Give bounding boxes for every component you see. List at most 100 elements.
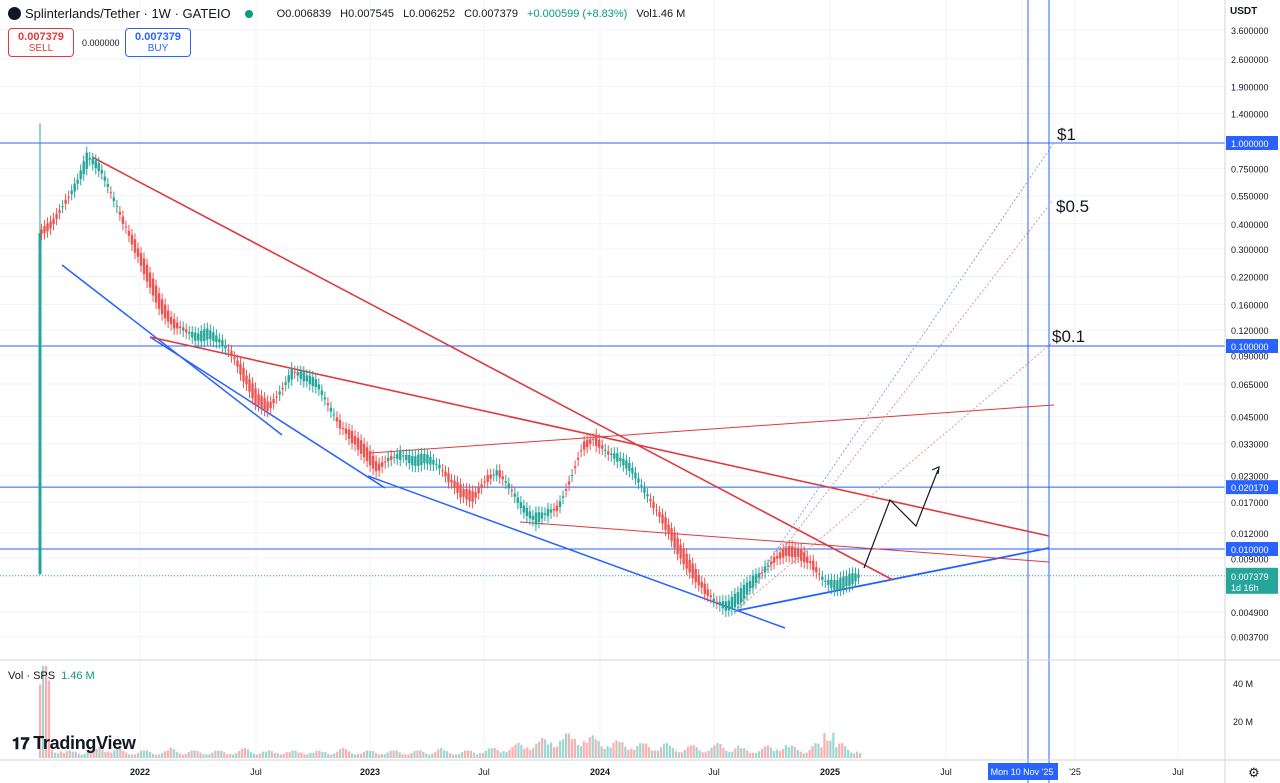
candle-body <box>308 375 312 385</box>
annotations: $1 $0.5 $0.1 <box>1052 125 1089 346</box>
candle-body <box>477 487 480 494</box>
volume-bar <box>654 750 657 758</box>
volume-bar <box>303 754 306 758</box>
volume-bar <box>790 745 793 758</box>
candle-body <box>676 538 679 555</box>
candle-body <box>414 456 417 466</box>
candle-body <box>359 440 363 454</box>
volume-bar <box>734 748 737 758</box>
candle-body <box>809 561 812 564</box>
currency-selector[interactable]: USDT <box>1230 6 1258 17</box>
tradingview-logo[interactable]: 𝟏𝟕 TradingView <box>12 733 136 754</box>
candle-body <box>483 481 486 483</box>
volume-bar <box>636 746 639 758</box>
volume-bar <box>276 753 279 758</box>
volume-bar <box>847 750 850 758</box>
volume-bar <box>550 742 553 758</box>
volume-bar <box>446 751 449 758</box>
volume-bar <box>460 752 464 758</box>
candle-body <box>338 419 342 429</box>
candle-body <box>260 395 263 409</box>
gear-icon[interactable]: ⚙ <box>1248 765 1260 780</box>
volume-bar <box>799 751 802 758</box>
volume-bar <box>517 742 520 758</box>
volume-bar <box>131 754 134 758</box>
candle-body <box>88 157 91 160</box>
candle-body <box>516 497 520 503</box>
candle-body <box>402 455 405 457</box>
volume-bar <box>701 752 704 758</box>
candle-body <box>471 491 474 502</box>
volume-bar <box>416 750 419 758</box>
candle-body <box>492 474 495 476</box>
volume-bar <box>172 749 175 758</box>
volume-bar <box>651 750 654 758</box>
volume-bar <box>71 751 74 758</box>
symbol-header[interactable]: Splinterlands/Tether · 1W · GATEIO O0.00… <box>8 6 685 21</box>
sell-button[interactable]: 0.007379 SELL <box>8 28 74 57</box>
candle-body <box>827 579 830 585</box>
candle-body <box>239 363 242 375</box>
volume-bar <box>86 752 89 758</box>
volume-bar <box>178 753 181 758</box>
candle-body <box>655 509 658 511</box>
candle-body <box>426 454 429 464</box>
candle-body <box>775 555 779 559</box>
price-annotation: $0.5 <box>1056 197 1089 216</box>
candle-body <box>188 332 191 334</box>
volume-bar <box>264 751 267 758</box>
candle-body <box>579 450 583 452</box>
volume-bar <box>781 748 784 758</box>
candle-body <box>97 162 100 171</box>
horizontal-levels <box>0 0 1225 783</box>
volume-bar <box>300 752 303 758</box>
candle-body <box>812 560 815 571</box>
volume-legend[interactable]: Vol · SPS 1.46 M <box>8 670 95 682</box>
volume-tick-label: 20 M <box>1233 717 1253 727</box>
volume-bar <box>318 750 321 758</box>
y-tick-label: 0.003700 <box>1231 633 1269 643</box>
y-tick-label: 0.750000 <box>1231 164 1269 174</box>
candle-body <box>748 580 752 589</box>
volume-bar <box>312 752 315 758</box>
candle-body <box>82 161 85 175</box>
volume-bar <box>434 752 437 758</box>
candle-body <box>561 496 565 498</box>
candle-body <box>224 345 227 349</box>
volume-bar <box>493 748 496 758</box>
price-level-tag <box>1226 542 1278 556</box>
volume-bar <box>74 751 77 758</box>
buy-button[interactable]: 0.007379 BUY <box>125 28 191 57</box>
sell-label: SELL <box>28 43 54 54</box>
candle-body <box>558 501 562 507</box>
volume-bar <box>252 753 256 758</box>
volume-bar <box>502 751 505 758</box>
symbol-title[interactable]: Splinterlands/Tether · 1W · GATEIO <box>25 6 231 21</box>
red-thin-line <box>519 521 1050 563</box>
candle-body <box>745 582 749 594</box>
volume-bar <box>478 753 481 758</box>
candle-body <box>269 402 272 409</box>
candle-body <box>591 439 595 441</box>
volume-bar <box>422 751 425 758</box>
candle-body <box>438 464 441 469</box>
candle-body <box>501 476 504 480</box>
candle-body <box>64 199 67 204</box>
candle-body <box>736 592 740 605</box>
candle-body <box>46 223 49 232</box>
volume-bar <box>65 751 68 758</box>
ohlc-readout: O0.006839 H0.007545 L0.006252 C0.007379 … <box>271 8 686 20</box>
candle-body <box>405 454 408 461</box>
candle-body <box>323 397 327 400</box>
volume-bar <box>746 750 749 758</box>
candle-body <box>320 390 324 395</box>
volume-bar <box>238 751 241 758</box>
volume-bar <box>267 750 270 758</box>
candle-body <box>296 371 299 376</box>
volume-bar <box>526 747 529 758</box>
candle-body <box>531 515 535 520</box>
candle-body <box>230 350 233 357</box>
candle-body <box>459 484 462 498</box>
volume-bar <box>134 754 137 758</box>
